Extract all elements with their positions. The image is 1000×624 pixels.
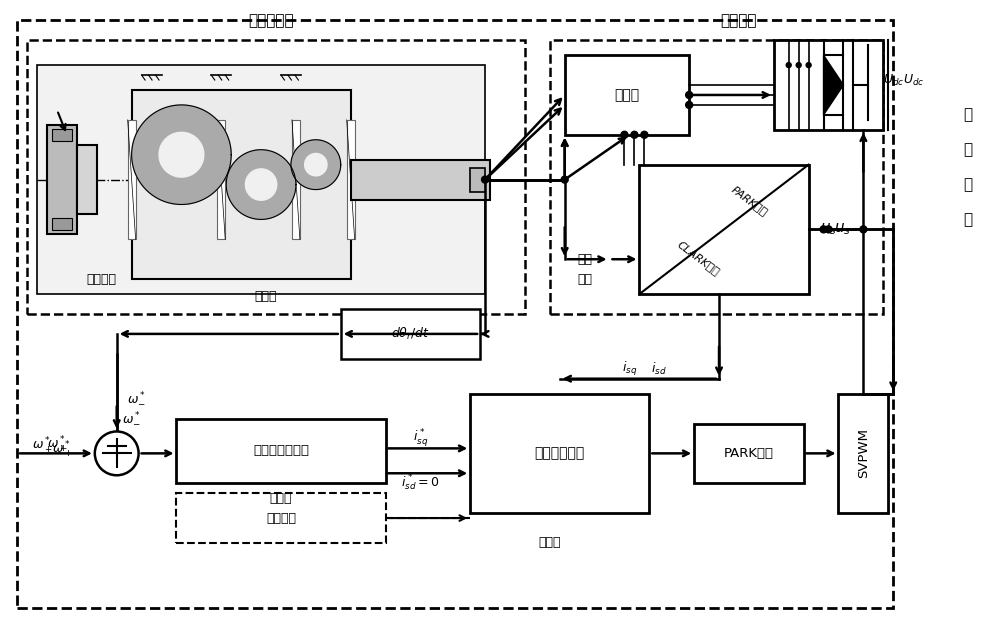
Text: 机械传动链: 机械传动链 bbox=[248, 13, 294, 28]
Text: 电机: 电机 bbox=[577, 253, 592, 266]
Circle shape bbox=[686, 102, 693, 109]
Text: $u_s$: $u_s$ bbox=[820, 222, 837, 237]
Text: 齿轮箱: 齿轮箱 bbox=[255, 290, 277, 303]
Text: $U_{dc}$: $U_{dc}$ bbox=[903, 72, 925, 87]
Text: $i_{sq}$: $i_{sq}$ bbox=[622, 360, 637, 378]
Bar bbox=[694, 424, 804, 483]
Text: $u_s$: $u_s$ bbox=[834, 222, 850, 237]
Text: 转角: 转角 bbox=[577, 273, 592, 286]
Circle shape bbox=[786, 62, 791, 67]
Text: PARK转换: PARK转换 bbox=[724, 447, 774, 460]
Text: 变结构滑模控制: 变结构滑模控制 bbox=[253, 444, 309, 457]
Polygon shape bbox=[305, 154, 327, 176]
Text: 电气系统: 电气系统 bbox=[721, 13, 757, 28]
Text: 发电机: 发电机 bbox=[614, 88, 639, 102]
Bar bbox=[176, 493, 386, 543]
Text: 系: 系 bbox=[963, 177, 972, 192]
Bar bbox=[292, 120, 300, 240]
Text: 控: 控 bbox=[963, 107, 972, 122]
Bar bbox=[470, 168, 485, 192]
Polygon shape bbox=[245, 169, 277, 200]
Bar bbox=[550, 40, 883, 314]
Circle shape bbox=[641, 131, 648, 139]
Bar bbox=[347, 120, 355, 240]
Text: SVPWM: SVPWM bbox=[857, 428, 870, 479]
Circle shape bbox=[820, 226, 827, 233]
Bar bbox=[52, 218, 72, 230]
Bar bbox=[47, 125, 77, 235]
Bar bbox=[77, 145, 97, 215]
Text: 电流环: 电流环 bbox=[539, 537, 561, 550]
Text: PARK变换: PARK变换 bbox=[730, 184, 769, 218]
Text: $i_{sd}^*=0$: $i_{sd}^*=0$ bbox=[401, 473, 440, 494]
Text: $\omega^*_{-}$: $\omega^*_{-}$ bbox=[122, 411, 141, 426]
Bar bbox=[217, 120, 225, 240]
Text: 模型预测控制: 模型预测控制 bbox=[535, 446, 585, 461]
Circle shape bbox=[482, 176, 489, 183]
Text: 统: 统 bbox=[963, 212, 972, 227]
Text: $i_{sd}$: $i_{sd}$ bbox=[651, 361, 667, 377]
Text: $\omega^*_{-}$: $\omega^*_{-}$ bbox=[127, 391, 146, 406]
Text: $i_{sq}^*$: $i_{sq}^*$ bbox=[413, 427, 428, 449]
Bar bbox=[470, 394, 649, 513]
Circle shape bbox=[860, 226, 867, 233]
Text: $\omega^*_+$: $\omega^*_+$ bbox=[47, 436, 68, 456]
Circle shape bbox=[796, 62, 801, 67]
Bar bbox=[838, 394, 888, 513]
Polygon shape bbox=[291, 140, 341, 190]
Text: 输入转矩: 输入转矩 bbox=[87, 273, 117, 286]
Text: 谐波补偿: 谐波补偿 bbox=[266, 512, 296, 525]
Text: $d\theta_r / dt$: $d\theta_r / dt$ bbox=[391, 326, 430, 342]
Polygon shape bbox=[824, 55, 843, 115]
Circle shape bbox=[621, 131, 628, 139]
Bar bbox=[27, 40, 525, 314]
Bar bbox=[565, 55, 689, 135]
Bar bbox=[774, 40, 883, 130]
Polygon shape bbox=[132, 105, 231, 205]
Text: $U_{dc}$: $U_{dc}$ bbox=[883, 72, 904, 87]
Circle shape bbox=[825, 226, 832, 233]
Circle shape bbox=[631, 131, 638, 139]
Text: $\omega^*_+$: $\omega^*_+$ bbox=[52, 441, 72, 461]
Circle shape bbox=[686, 92, 693, 99]
Bar bbox=[52, 129, 72, 141]
Circle shape bbox=[561, 176, 568, 183]
Circle shape bbox=[95, 431, 139, 475]
Bar bbox=[639, 165, 809, 294]
Text: 制: 制 bbox=[963, 142, 972, 157]
Bar bbox=[176, 419, 386, 483]
Polygon shape bbox=[159, 132, 204, 177]
Circle shape bbox=[806, 62, 811, 67]
Text: 转速环: 转速环 bbox=[270, 492, 292, 505]
Bar bbox=[351, 160, 490, 200]
Bar bbox=[128, 120, 136, 240]
Bar bbox=[17, 21, 893, 608]
Text: CLARK变换: CLARK变换 bbox=[676, 239, 722, 277]
Bar bbox=[341, 309, 480, 359]
Bar bbox=[37, 65, 485, 294]
Bar bbox=[132, 90, 351, 279]
Polygon shape bbox=[226, 150, 296, 220]
Text: $\omega^*_+$: $\omega^*_+$ bbox=[32, 436, 52, 456]
